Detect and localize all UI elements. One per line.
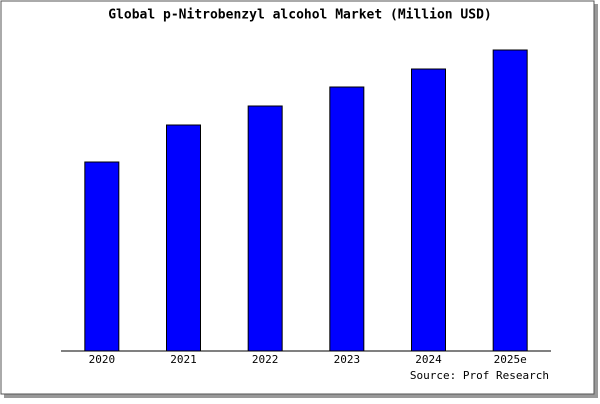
source-note: Source: Prof Research (410, 369, 549, 382)
x-tick-label: 2020 (89, 353, 116, 366)
x-tick-label: 2022 (252, 353, 279, 366)
bar (329, 86, 365, 352)
x-tick-label: 2025e (494, 353, 527, 366)
chart-title: Global p-Nitrobenzyl alcohol Market (Mil… (108, 8, 492, 23)
bar (84, 161, 120, 352)
bar (166, 124, 201, 352)
x-tick-label: 2023 (334, 353, 361, 366)
bar (247, 105, 283, 352)
x-tick-label: 2021 (170, 353, 197, 366)
bar (411, 68, 446, 352)
bar (492, 49, 528, 352)
x-tick-label: 2024 (415, 353, 442, 366)
